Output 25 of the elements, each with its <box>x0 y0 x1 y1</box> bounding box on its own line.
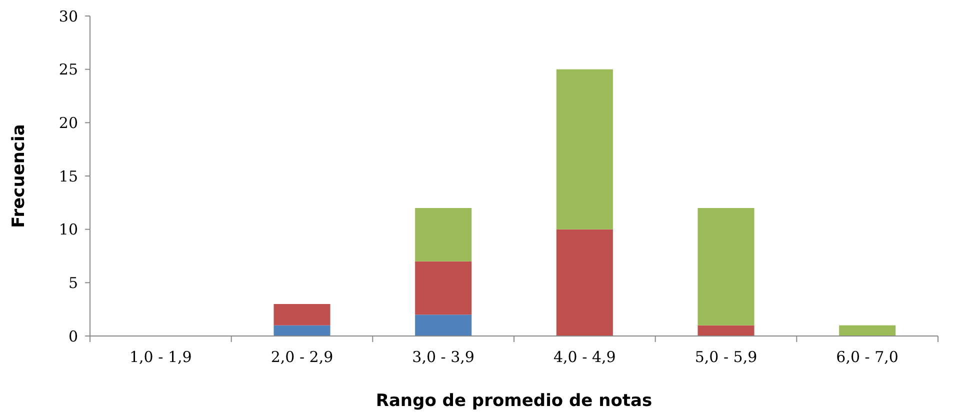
x-axis-title: Rango de promedio de notas <box>376 391 652 411</box>
y-tick-label: 20 <box>58 114 78 132</box>
bar <box>415 314 472 336</box>
bar <box>698 208 754 326</box>
x-tick-label: 6,0 - 7,0 <box>836 348 898 366</box>
bar <box>839 325 896 336</box>
bar <box>556 69 613 230</box>
x-tick-label: 2,0 - 2,9 <box>270 348 334 366</box>
bar <box>415 261 472 315</box>
bar <box>698 325 754 336</box>
bar <box>415 208 472 262</box>
x-tick-label: 5,0 - 5,9 <box>694 348 758 366</box>
bar <box>274 304 330 326</box>
y-tick-label: 5 <box>68 274 78 292</box>
y-tick-label: 0 <box>68 327 78 346</box>
x-tick-label: 3,0 - 3,9 <box>412 348 474 366</box>
x-tick-label: 4,0 - 4,9 <box>554 348 616 366</box>
x-tick-label: 1,0 - 1,9 <box>130 348 192 366</box>
y-tick-label: 25 <box>58 60 78 79</box>
y-tick-label: 10 <box>58 220 78 239</box>
bar <box>556 229 613 336</box>
y-tick-label: 30 <box>58 7 78 26</box>
bar <box>274 325 330 336</box>
y-axis-title: Frecuencia <box>9 124 29 228</box>
y-tick-label: 15 <box>58 167 78 186</box>
